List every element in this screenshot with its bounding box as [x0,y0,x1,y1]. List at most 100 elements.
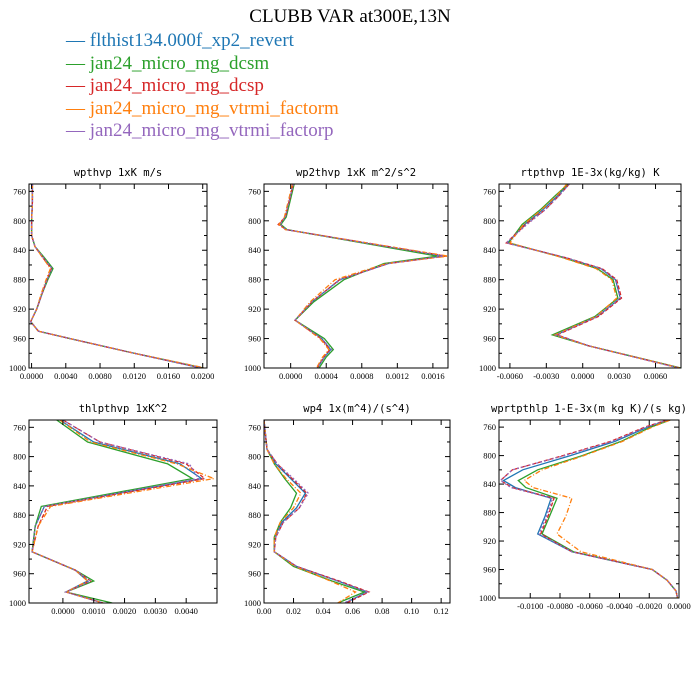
series-line [264,420,369,603]
legend-item: — flthist134.000f_xp2_revert [66,30,339,53]
plot-frame [498,183,682,369]
x-tick-label: -0.0080 [547,601,573,611]
y-tick-label: 1000 [244,363,261,373]
x-tick-label: 0.0000 [571,371,594,381]
x-tick-label: 0.0000 [279,371,302,381]
x-tick-label: -0.0020 [636,601,662,611]
series-line [31,420,195,603]
legend-dash: — [66,120,90,141]
y-tick-label: 920 [13,539,26,549]
x-tick-label: 0.0040 [54,371,77,381]
y-tick-label: 960 [13,334,26,344]
series-line [502,420,679,598]
legend-label: jan24_micro_mg_vtrmi_factorm [89,97,339,119]
x-tick-label: 0.0000 [51,606,74,616]
plot-frame [263,419,451,604]
series-line [278,184,448,368]
panel: wpthvp 1xK m/s76080084088092096010000.00… [9,167,214,381]
x-tick-label: 0.08 [375,606,390,616]
y-tick-label: 920 [248,539,261,549]
y-tick-label: 1000 [244,598,261,608]
legend-dash: — [66,75,90,96]
panel-title: wp4 1x(m^4)/(s^4) [303,403,410,415]
y-tick-label: 1000 [479,363,496,373]
legend-item: — jan24_micro_mg_vtrmi_factorm [66,98,339,121]
plot-frame [498,419,680,599]
x-tick-label: 0.0080 [88,371,111,381]
y-tick-label: 960 [483,334,496,344]
y-tick-label: 800 [13,452,26,462]
x-tick-label: 0.0120 [123,371,146,381]
figure-title: CLUBB VAR at300E,13N [249,6,451,27]
x-tick-label: 0.0060 [644,371,667,381]
x-tick-label: 0.06 [345,606,360,616]
panel-title: rtpthvp 1E-3x(kg/kg) K [520,167,660,179]
y-tick-label: 760 [13,186,26,196]
panel: wp2thvp 1xK m^2/s^2 760 800 840 880 920 960 100… [244,167,449,381]
series-line [507,184,681,368]
y-tick-label: 960 [13,569,26,579]
legend-label: flthist134.000f_xp2_revert [89,30,294,51]
x-tick-label: 0.0160 [157,371,180,381]
panel: wprtpthlp 1-E-3x(m kg K)/(s kg) 760 800 840… [479,403,691,611]
series-line [31,420,217,603]
x-tick-label: -0.0060 [577,601,603,611]
y-tick-label: 920 [483,304,496,314]
series-line [506,184,680,368]
y-tick-label: 800 [248,216,261,226]
y-tick-label: 760 [248,186,261,196]
y-tick-label: 880 [13,275,26,285]
y-tick-label: 920 [13,304,26,314]
panel: thlpthvp 1xK^2 760 800 840 880 920 960 1000 0.00… [9,403,218,616]
series-line [29,184,203,368]
series-line [31,420,200,603]
series-line [264,420,369,603]
x-tick-label: 0.0040 [174,606,197,616]
y-tick-label: 800 [483,216,496,226]
panel-title: wp2thvp 1xK m^2/s^2 [296,167,416,179]
series-group [277,184,448,368]
x-tick-label: 0.00 [257,606,272,616]
x-tick-label: 0.04 [316,606,332,616]
y-tick-label: 840 [13,245,26,255]
y-tick-label: 840 [13,481,26,491]
y-tick-label: 760 [13,422,26,432]
y-tick-label: 920 [483,536,496,546]
x-tick-label: -0.0040 [606,601,632,611]
y-tick-label: 1000 [9,598,26,608]
panel-title: thlpthvp 1xK^2 [79,403,168,415]
series-line [279,184,444,368]
x-tick-label: 0.0030 [144,606,167,616]
y-tick-label: 880 [13,510,26,520]
x-tick-label: 0.02 [286,606,301,616]
panel: rtpthvp 1E-3x(kg/kg) K 760 800 840 880 920 960… [479,167,682,381]
series-line [504,184,679,368]
y-tick-label: 960 [248,334,261,344]
series-line [29,184,202,368]
series-group [499,420,679,598]
legend-dash: — [66,30,90,51]
panel: wp4 1x(m^4)/(s^4)76080084088092096010000… [244,403,451,616]
x-tick-label: 0.0020 [113,606,136,616]
x-tick-label: 0.0030 [607,371,630,381]
y-tick-label: 920 [248,304,261,314]
y-tick-label: 880 [248,275,261,285]
series-line [29,184,206,368]
y-tick-label: 800 [248,452,261,462]
x-tick-label: -0.0030 [533,371,559,381]
series-line [277,184,447,368]
y-tick-label: 880 [483,508,496,518]
y-tick-label: 1000 [9,363,26,373]
series-line [499,420,679,598]
y-tick-label: 840 [483,479,496,489]
x-tick-label: 0.0016 [421,371,444,381]
y-tick-label: 800 [483,451,496,461]
x-tick-label: -0.0100 [517,601,543,611]
series-group [264,420,371,603]
y-tick-label: 960 [248,569,261,579]
series-group [504,184,681,368]
y-tick-label: 760 [483,422,496,432]
x-tick-label: 0.12 [434,606,449,616]
legend: — flthist134.000f_xp2_revert — jan24_mic… [66,30,339,143]
